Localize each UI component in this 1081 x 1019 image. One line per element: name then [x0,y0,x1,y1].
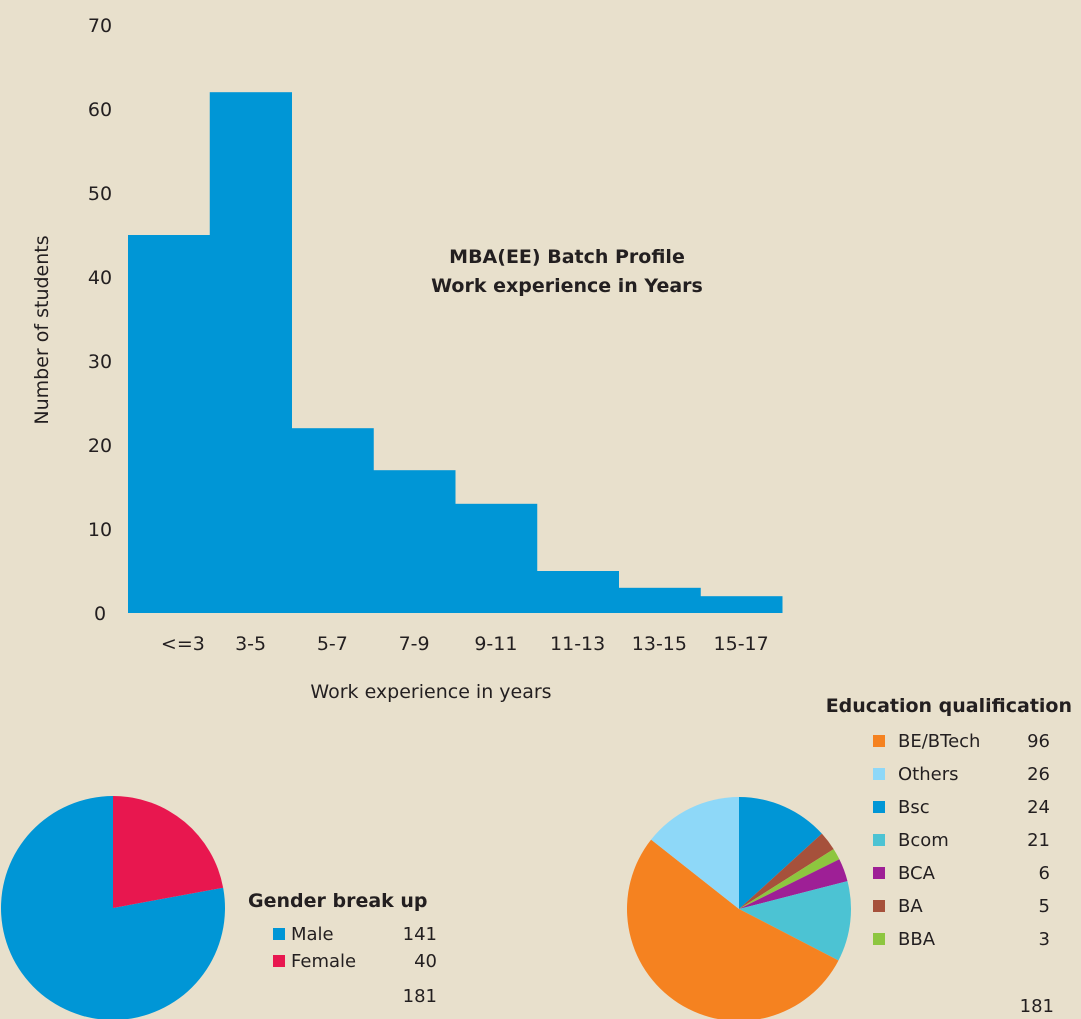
legend-swatch [873,801,885,813]
gender-legend: Gender break up Male 141 Female 40 181 [248,890,437,1007]
bar-7-9 [373,470,456,613]
histogram-bars [128,92,783,613]
education-pie-chart [627,797,851,1019]
pie-slice-female [113,796,224,908]
legend-value: 26 [1027,764,1050,785]
legend-label: BA [898,896,923,917]
education-legend: Education qualification BE/BTech 96 Others… [826,695,1072,1017]
bar-3-5 [209,92,292,613]
y-tick-label: 60 [88,99,112,121]
y-tick-label: 10 [88,519,112,541]
chart-title-line2: Work experience in Years [431,275,703,297]
work-experience-histogram: 0 10 20 30 40 50 60 70 <=3 3-5 5-7 7-9 9-11 11-13 13-… [31,15,783,703]
pie-slice-bcom [739,881,851,961]
legend-label: Female [291,951,356,972]
pie-slice-bca [739,859,848,909]
legend-value: 40 [414,951,437,972]
legend-label: Bcom [898,830,949,851]
y-tick-label: 50 [88,183,112,205]
bar-11-13 [536,571,619,613]
gender-legend-title: Gender break up [248,890,428,912]
bar-13-15 [618,587,701,613]
legend-value: 6 [1039,863,1050,884]
legend-swatch [873,867,885,879]
legend-label: Bsc [898,797,930,818]
x-tick-label: 5-7 [317,633,348,655]
legend-label: BBA [898,929,936,950]
legend-swatch [873,834,885,846]
y-tick-label: 30 [88,351,112,373]
x-axis-title: Work experience in years [310,681,551,703]
x-tick-label: 11-13 [550,633,605,655]
pie-slice-bba [739,849,840,909]
x-tick-label: 13-15 [632,633,687,655]
pie-slice-be-btech [627,839,839,1019]
x-tick-label: 7-9 [399,633,430,655]
legend-value: 5 [1039,896,1050,917]
legend-swatch [273,955,285,967]
legend-swatch [873,933,885,945]
legend-swatch [873,768,885,780]
legend-label: Male [291,924,334,945]
pie-slice-bsc [739,797,822,909]
gender-pie-chart [1,796,225,1019]
y-tick-label: 0 [94,603,106,625]
legend-total: 181 [1020,996,1054,1017]
legend-swatch [273,928,285,940]
legend-value: 24 [1027,797,1050,818]
education-legend-title: Education qualification [826,695,1072,717]
legend-label: BCA [898,863,936,884]
bar-9-11 [455,503,538,613]
x-tick-label: 9-11 [474,633,517,655]
bar-<=3 [128,235,211,613]
y-axis-title: Number of students [31,235,53,424]
y-tick-label: 20 [88,435,112,457]
y-axis-ticks: 0 10 20 30 40 50 60 70 [88,15,112,625]
legend-value: 96 [1027,731,1050,752]
bar-5-7 [291,428,374,613]
legend-total: 181 [403,986,437,1007]
y-tick-label: 40 [88,267,112,289]
x-tick-label: 3-5 [235,633,266,655]
legend-swatch [873,735,885,747]
legend-value: 141 [403,924,437,945]
pie-slice-male [1,796,225,1019]
legend-label: Others [898,764,959,785]
bar-15-17 [700,596,783,613]
x-tick-label: 15-17 [714,633,769,655]
legend-label: BE/BTech [898,731,980,752]
y-tick-label: 70 [88,15,112,37]
x-axis-ticks: <=3 3-5 5-7 7-9 9-11 11-13 13-15 15-17 [161,633,769,655]
legend-swatch [873,900,885,912]
legend-value: 3 [1039,929,1050,950]
pie-slice-ba [739,833,834,909]
x-tick-label: <=3 [161,633,205,655]
chart-title-line1: MBA(EE) Batch Profile [449,246,685,268]
legend-value: 21 [1027,830,1050,851]
pie-slice-others [651,797,739,909]
